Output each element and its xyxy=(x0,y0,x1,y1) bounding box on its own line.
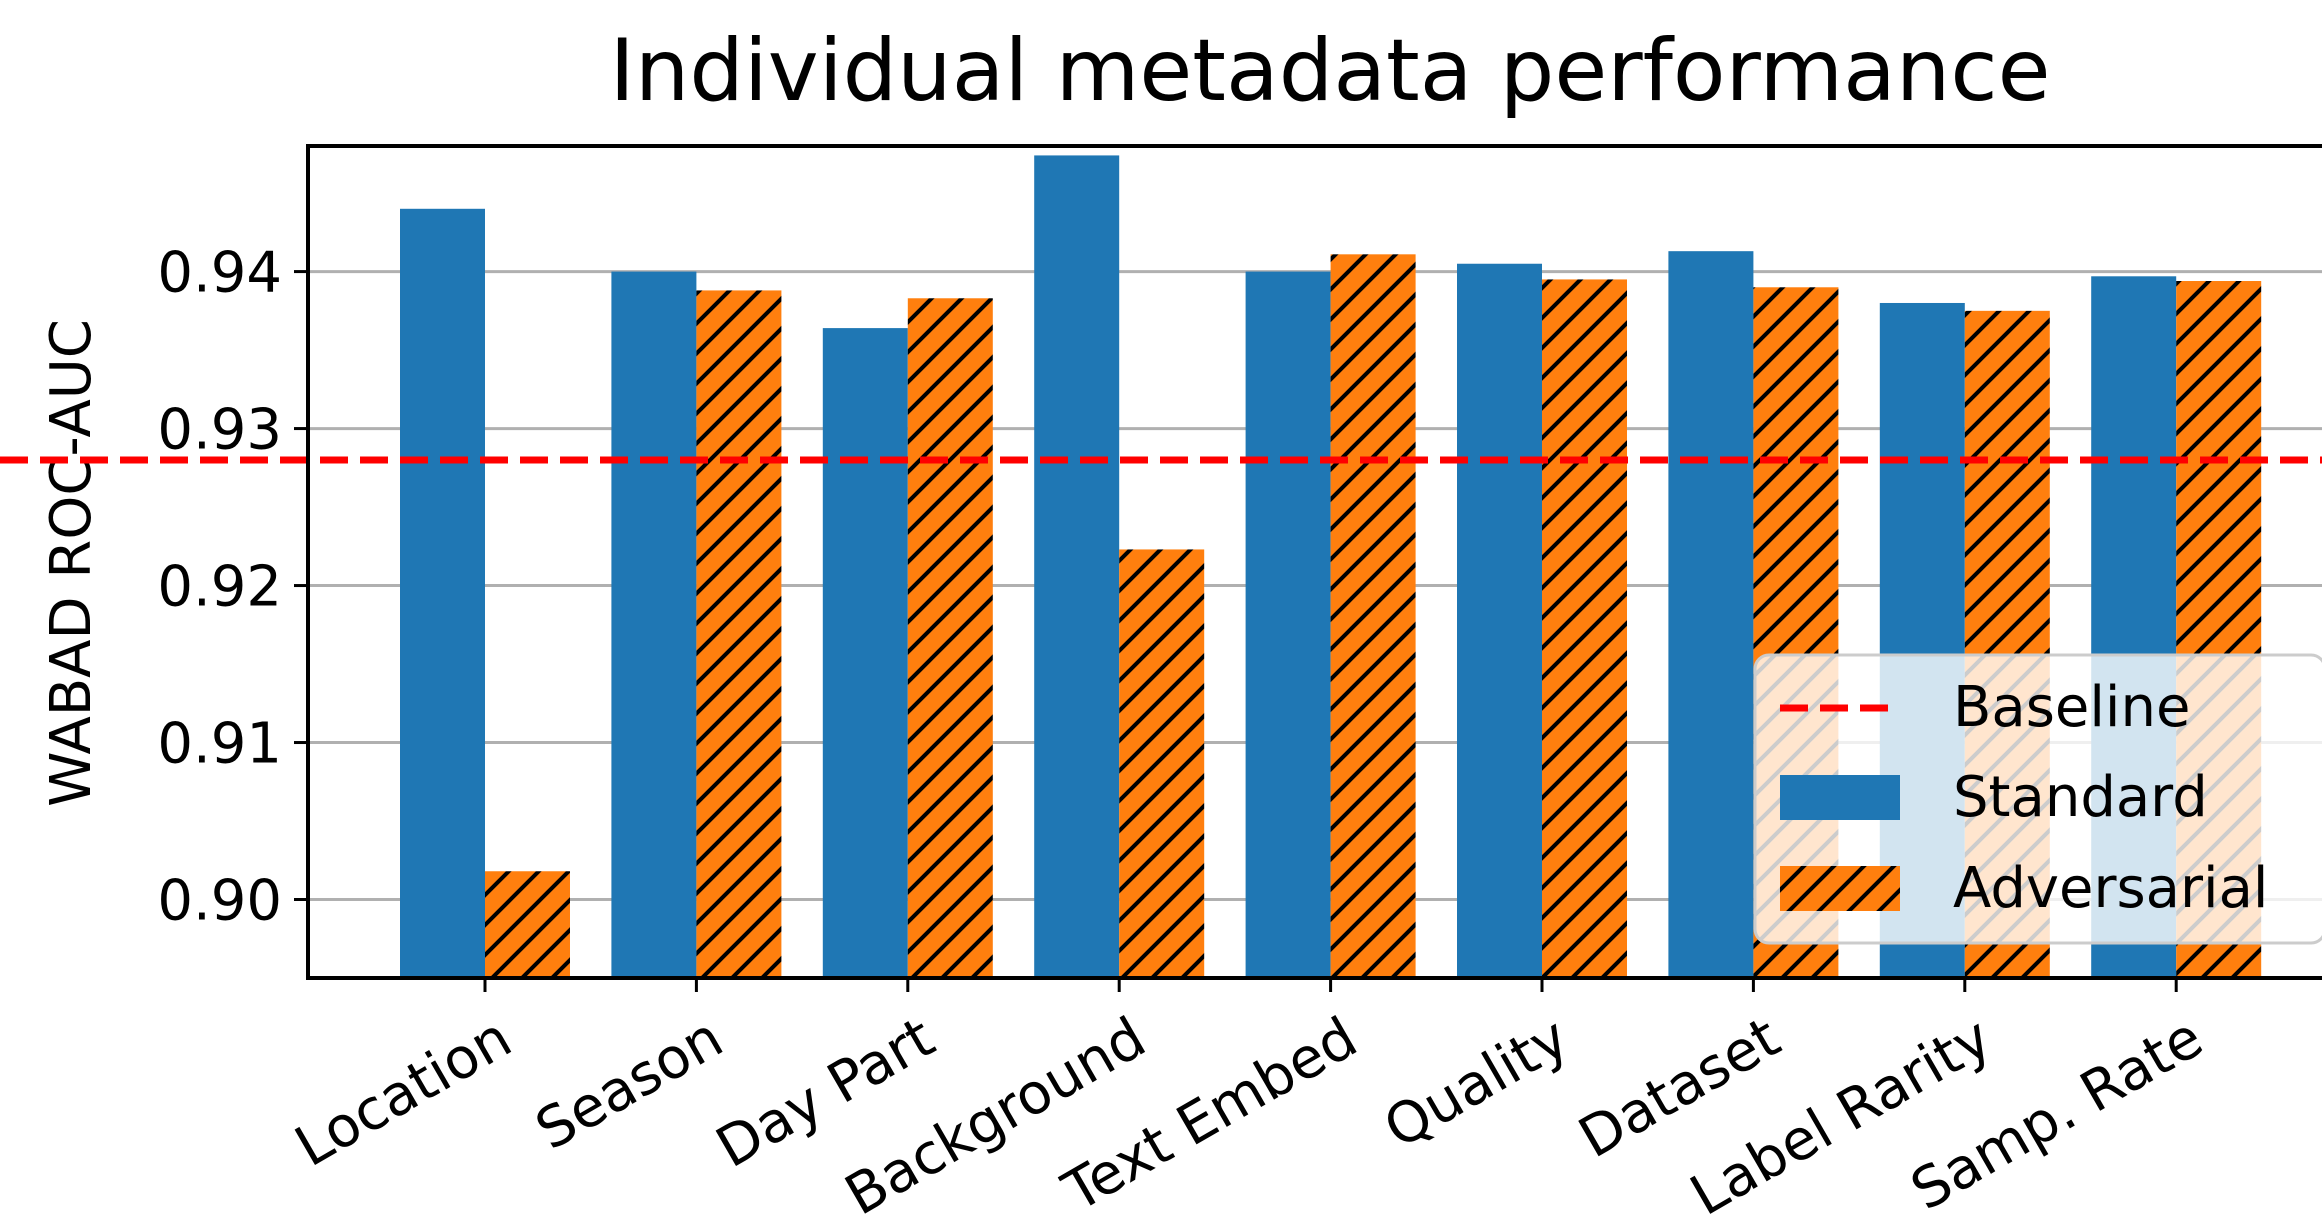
x-tick-label: Location xyxy=(285,1005,523,1180)
bar-adversarial xyxy=(485,871,570,978)
y-tick-label: 0.93 xyxy=(157,398,282,463)
y-tick-label: 0.92 xyxy=(157,555,282,620)
bar-adversarial xyxy=(907,298,993,978)
legend-adversarial-label: Adversarial xyxy=(1953,856,2268,921)
bar-standard xyxy=(400,208,485,978)
bar-standard xyxy=(1245,271,1331,978)
bar-adversarial xyxy=(696,290,782,979)
chart-title: Individual metadata performance xyxy=(609,21,2050,121)
plot-frame xyxy=(306,144,2322,980)
x-tick-label: Season xyxy=(525,1005,734,1163)
legend: Baseline Standard Adversarial xyxy=(1753,653,2322,945)
legend-standard-swatch xyxy=(1780,775,1900,820)
bar-standard xyxy=(1457,263,1542,978)
legend-standard-label: Standard xyxy=(1953,765,2208,830)
bar-adversarial xyxy=(1330,254,1416,978)
bar-standard xyxy=(611,271,697,978)
legend-adversarial-swatch xyxy=(1780,866,1900,911)
y-tick-label: 0.90 xyxy=(157,869,282,934)
bar-standard xyxy=(822,328,908,978)
y-axis-label: WABAD ROC-AUC xyxy=(39,319,104,807)
y-tick-label: 0.91 xyxy=(157,712,282,777)
legend-baseline-label: Baseline xyxy=(1953,675,2190,740)
bar-standard xyxy=(1034,155,1120,978)
y-tick-label: 0.94 xyxy=(157,241,282,306)
x-tick-label: Quality xyxy=(1374,1005,1580,1161)
bar-standard xyxy=(1668,251,1754,978)
bar-adversarial xyxy=(1119,549,1205,978)
bar-adversarial xyxy=(1542,279,1627,978)
